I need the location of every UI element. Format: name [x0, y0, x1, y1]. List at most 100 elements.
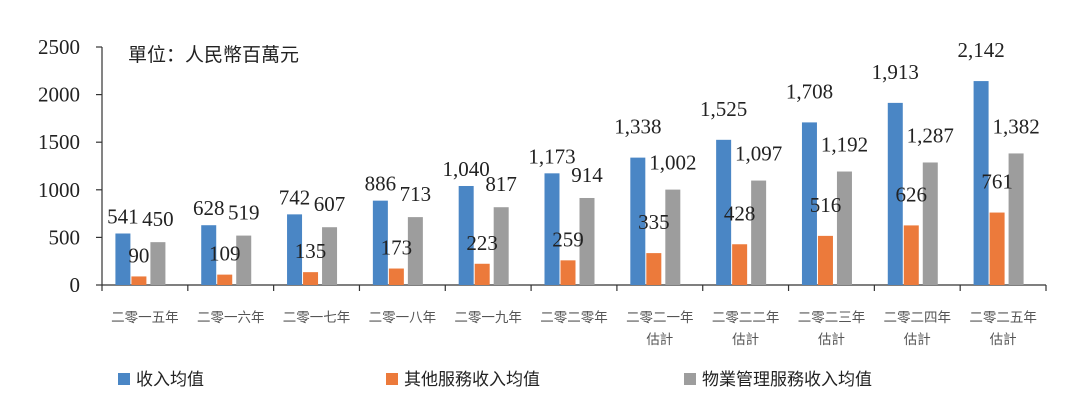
x-category-label: 二零一九年: [454, 310, 522, 326]
bar-value-label: 259: [552, 227, 584, 251]
bar: [989, 212, 1005, 285]
bar: [372, 200, 388, 285]
bars: [115, 81, 1024, 285]
bar-value-label: 1,173: [528, 144, 575, 168]
bar-value-label: 335: [638, 210, 670, 234]
bar: [1008, 153, 1024, 285]
bar: [751, 180, 767, 285]
x-category-label: 二零二二年: [712, 310, 780, 326]
bar-value-label: 1,002: [649, 151, 696, 175]
bar: [474, 263, 490, 285]
bar: [201, 225, 217, 285]
bar: [817, 235, 833, 285]
bar: [922, 162, 938, 285]
bar: [217, 274, 233, 285]
bar-value-label: 607: [314, 192, 346, 216]
x-category-label: 二零一七年: [283, 310, 351, 326]
bar: [836, 171, 852, 285]
bar: [716, 139, 732, 285]
bar-value-label: 90: [128, 243, 149, 267]
y-tick-label: 2000: [38, 83, 80, 107]
bar: [458, 185, 474, 285]
bar: [236, 235, 252, 285]
x-category-label: 二零二五年: [969, 310, 1037, 326]
x-category-label: 二零二四年: [884, 310, 952, 326]
y-tick-label: 500: [49, 225, 81, 249]
bar: [303, 272, 319, 285]
bar-value-label: 541: [107, 204, 139, 228]
bar-value-label: 886: [365, 172, 397, 196]
bar: [150, 242, 166, 285]
bar-value-label: 1,040: [443, 157, 490, 181]
bar: [973, 81, 989, 285]
x-axis: [101, 284, 1047, 291]
x-category-label: 估計: [646, 332, 673, 348]
value-labels: 541 90 450 628 109 519 742 135 607 886 173 713 1,040…: [107, 38, 1040, 267]
bar: [388, 268, 404, 285]
legend-label: 收入均值: [136, 370, 204, 390]
y-tick-label: 2500: [38, 35, 80, 59]
bar: [732, 244, 748, 285]
bar-value-label: 223: [466, 231, 498, 255]
bar: [560, 260, 576, 285]
legend-swatch: [118, 373, 130, 385]
x-category-label: 估計: [990, 332, 1017, 348]
bar-value-label: 713: [400, 182, 432, 206]
bar-value-label: 135: [295, 239, 327, 263]
bar: [287, 214, 303, 285]
bar: [801, 122, 817, 285]
bar-value-label: 817: [485, 172, 517, 196]
bar: [322, 227, 338, 285]
legend-label: 物業管理服務收入均值: [702, 370, 872, 390]
bar: [630, 157, 646, 285]
bar-value-label: 742: [279, 185, 311, 209]
bar-value-label: 519: [228, 201, 260, 225]
y-axis: 0 500 1000 1500 2000 2500: [38, 35, 103, 297]
bar-value-label: 761: [981, 170, 1013, 194]
y-tick-label: 1500: [38, 130, 80, 154]
bar-value-label: 2,142: [957, 38, 1004, 62]
x-category-label: 估計: [818, 332, 845, 348]
legend-swatch: [684, 373, 696, 385]
bar-value-label: 1,382: [992, 114, 1039, 138]
bar-value-label: 1,097: [735, 142, 782, 166]
x-category-label: 二零一六年: [197, 310, 265, 326]
bar: [646, 253, 662, 285]
x-category-label: 二零二零年: [540, 310, 608, 326]
bar: [493, 207, 509, 285]
x-category-label: 二零一五年: [111, 310, 179, 326]
bar: [579, 197, 595, 285]
bar-value-label: 1,192: [821, 133, 868, 157]
x-category-label: 二零二三年: [798, 310, 866, 326]
bar-value-label: 626: [896, 182, 928, 206]
x-category-label: 估計: [732, 332, 759, 348]
bar-value-label: 109: [209, 242, 241, 266]
y-tick-label: 1000: [38, 178, 80, 202]
bar-value-label: 450: [142, 207, 174, 231]
bar-value-label: 173: [381, 236, 413, 260]
bar-value-label: 1,338: [614, 115, 661, 139]
bar: [887, 102, 903, 285]
bar-value-label: 1,708: [786, 79, 833, 103]
bar-value-label: 1,287: [907, 123, 954, 147]
bar-value-label: 1,525: [700, 97, 747, 121]
x-category-label: 估計: [904, 332, 931, 348]
bar: [544, 173, 560, 285]
bar: [407, 217, 423, 285]
legend-label: 其他服務收入均值: [404, 370, 540, 390]
bar-value-label: 1,913: [872, 60, 919, 84]
legend: 收入均值 其他服務收入均值 物業管理服務收入均值: [118, 370, 872, 390]
bar: [115, 233, 131, 285]
x-category-label: 二零二一年: [626, 310, 694, 326]
legend-swatch: [386, 373, 398, 385]
bar: [665, 189, 681, 285]
bar: [903, 225, 919, 285]
bar-value-label: 428: [724, 201, 756, 225]
bar-value-label: 914: [571, 163, 603, 187]
x-category-label: 二零一八年: [369, 310, 437, 326]
y-tick-label: 0: [70, 273, 81, 297]
bar: [131, 276, 147, 285]
unit-label: 單位：人民幣百萬元: [128, 44, 299, 66]
